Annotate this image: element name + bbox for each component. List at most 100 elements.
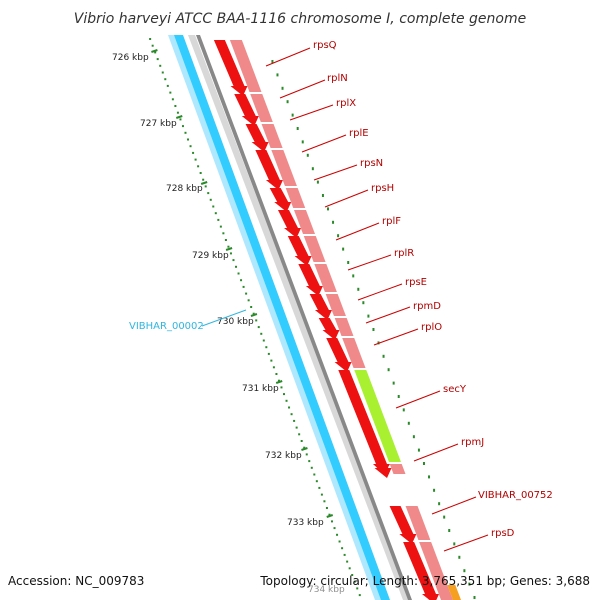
gene-label-rplF[interactable]: rplF xyxy=(382,216,401,227)
tick-dot xyxy=(338,540,341,543)
gene-arrow xyxy=(309,294,332,320)
tick-dot xyxy=(453,542,456,546)
tick-dot xyxy=(257,326,260,329)
tick-dot xyxy=(252,312,255,315)
tick-dot xyxy=(219,225,222,228)
tick-dot xyxy=(199,172,202,174)
tick-dot xyxy=(217,218,220,221)
tick-dot xyxy=(202,178,205,181)
genome-summary-text: Topology: circular; Length: 3,765,351 bp… xyxy=(260,574,590,588)
tick-dot xyxy=(222,232,225,235)
tick-dot xyxy=(271,60,274,63)
tick-dot xyxy=(402,408,405,412)
tick-dot xyxy=(171,98,174,101)
tick-dot xyxy=(209,198,212,201)
gene-arrow xyxy=(389,506,417,544)
gene-label-rplO[interactable]: rplO xyxy=(421,322,442,333)
scale-label: 731 kbp xyxy=(242,384,279,394)
gene-arrow xyxy=(213,40,248,96)
gene-label-secY[interactable]: secY xyxy=(443,384,467,395)
gene-arrow xyxy=(287,236,312,266)
gene-arrow xyxy=(403,542,439,600)
tick-dot xyxy=(212,205,215,208)
gene-band xyxy=(293,210,316,234)
tick-major xyxy=(200,181,208,185)
tick-dot xyxy=(308,460,311,463)
tick-dot xyxy=(187,138,190,141)
gene-label-rpsQ[interactable]: rpsQ xyxy=(313,40,337,51)
tick-dot xyxy=(265,346,268,349)
tick-dot xyxy=(204,185,207,188)
tick-dot xyxy=(247,299,250,302)
backbone-line xyxy=(196,35,412,600)
tick-dot xyxy=(417,448,420,452)
outer-gray-band xyxy=(188,35,410,600)
gene-features xyxy=(213,40,461,600)
tick-dot xyxy=(169,91,172,94)
tick-dot xyxy=(283,393,286,396)
tick-dot xyxy=(176,111,179,114)
gene-label-rpsE[interactable]: rpsE xyxy=(405,277,427,288)
tick-dot xyxy=(159,64,162,67)
scale-label: 728 kbp xyxy=(166,184,203,194)
tick-dot xyxy=(293,419,296,422)
tick-dot xyxy=(382,354,385,358)
tick-dot xyxy=(458,555,461,559)
gene-label-rpsH[interactable]: rpsH xyxy=(371,183,394,194)
tick-dot xyxy=(235,265,238,268)
gene-arrow xyxy=(338,370,390,474)
tick-dot xyxy=(272,366,275,369)
tick-dot xyxy=(387,368,390,372)
scale-label: 734 kbp xyxy=(308,585,345,595)
tick-dot xyxy=(161,71,164,74)
tick-dot xyxy=(330,520,333,523)
tick-dot xyxy=(348,567,351,570)
gene-label-rpmJ[interactable]: rpmJ xyxy=(461,437,484,448)
tick-dot xyxy=(328,513,331,516)
scale-labels: 726 kbp 727 kbp 728 kbp 729 kbp 730 kbp … xyxy=(112,53,345,595)
tick-dot xyxy=(240,279,243,282)
tick-dot xyxy=(227,245,230,248)
tick-dot xyxy=(397,395,400,398)
gene-label-rplN[interactable]: rplN xyxy=(327,73,348,84)
tick-dot xyxy=(184,131,187,134)
tick-dot xyxy=(448,529,451,532)
orange-band xyxy=(447,585,461,600)
tick-dot xyxy=(281,86,284,90)
tick-dot xyxy=(288,406,291,409)
tick-dot xyxy=(286,100,289,104)
scale-ticks xyxy=(149,38,476,599)
tick-dot xyxy=(463,569,466,573)
tick-dot xyxy=(341,547,344,550)
tick-major xyxy=(175,115,183,119)
tick-dot xyxy=(351,574,354,576)
gene-label-VIBHAR_00002[interactable]: VIBHAR_00002 xyxy=(129,321,204,332)
gene-label-rplX[interactable]: rplX xyxy=(336,98,356,109)
tick-dot xyxy=(353,580,356,583)
gene-label-rpsD[interactable]: rpsD xyxy=(491,528,515,539)
gene-band xyxy=(405,506,431,540)
tick-dot xyxy=(316,180,319,184)
gene-band xyxy=(314,264,337,292)
tick-dot xyxy=(275,373,278,375)
gene-arrow xyxy=(298,264,323,296)
tick-dot xyxy=(300,440,303,442)
gene-band xyxy=(303,236,326,262)
gene-label-VIBHAR_00752[interactable]: VIBHAR_00752 xyxy=(478,490,553,501)
gene-band xyxy=(271,150,297,186)
gene-arrow xyxy=(255,150,283,190)
gene-label-rpsN[interactable]: rpsN xyxy=(360,158,383,169)
tick-dot xyxy=(267,352,270,355)
tick-dot xyxy=(156,58,159,61)
tick-dot xyxy=(313,473,316,476)
gene-label-rpmD[interactable]: rpmD xyxy=(413,301,441,312)
tick-dot xyxy=(352,274,355,278)
gene-label-rplR[interactable]: rplR xyxy=(394,248,414,259)
tick-dot xyxy=(367,314,370,318)
tick-dot xyxy=(372,328,375,331)
tick-dot xyxy=(315,480,318,483)
tick-dot xyxy=(296,127,299,130)
tick-dot xyxy=(310,466,313,469)
gene-label-rplE[interactable]: rplE xyxy=(349,128,369,139)
tick-dot xyxy=(164,78,167,81)
